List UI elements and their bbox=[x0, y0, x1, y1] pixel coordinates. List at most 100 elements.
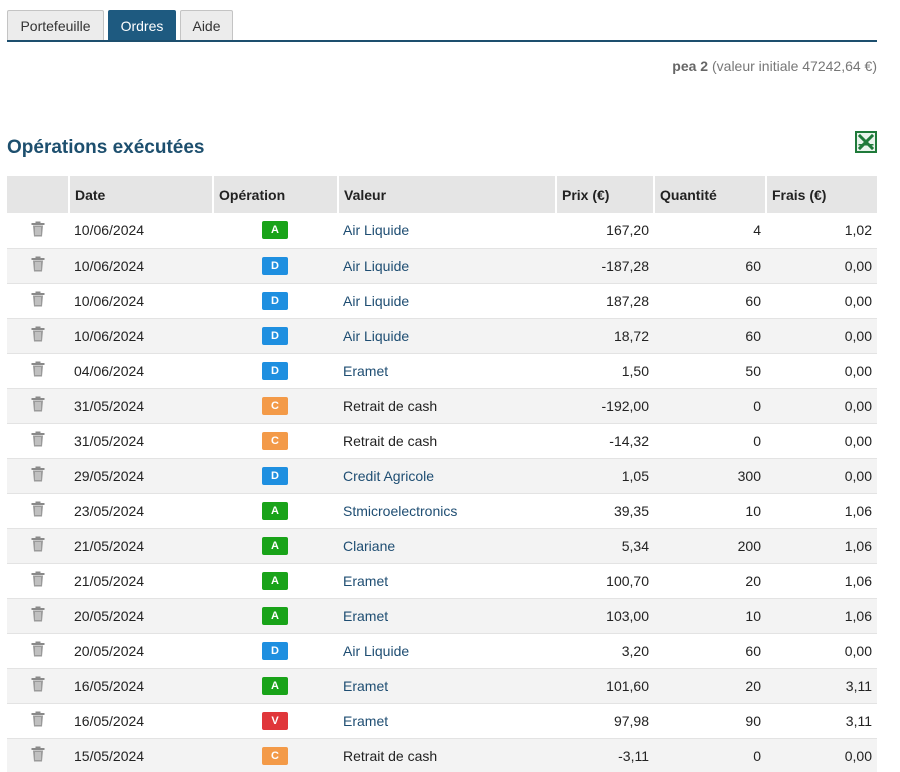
table-row: 29/05/2024 D Credit Agricole 1,05 300 0,00 bbox=[7, 458, 877, 494]
section-title: Opérations exécutées bbox=[7, 137, 205, 158]
table-row: 21/05/2024 A Clariane 5,34 200 1,06 bbox=[7, 528, 877, 564]
frais-cell: 0,00 bbox=[766, 738, 877, 772]
table-row: 20/05/2024 A Eramet 103,00 10 1,06 bbox=[7, 598, 877, 634]
trash-icon[interactable] bbox=[31, 256, 45, 272]
tab-ordres[interactable]: Ordres bbox=[108, 10, 176, 40]
operation-badge: A bbox=[262, 606, 288, 625]
tab-portefeuille[interactable]: Portefeuille bbox=[7, 10, 104, 40]
date-cell: 10/06/2024 bbox=[69, 318, 213, 354]
valeur-cell: Credit Agricole bbox=[338, 458, 556, 494]
frais-cell: 1,06 bbox=[766, 493, 877, 529]
quantite-cell: 0 bbox=[654, 738, 766, 772]
valeur-cell: Clariane bbox=[338, 528, 556, 564]
trash-icon[interactable] bbox=[31, 676, 45, 692]
operation-cell: D bbox=[213, 283, 338, 319]
header-frais[interactable]: Frais (€) bbox=[765, 176, 877, 213]
tab-aide[interactable]: Aide bbox=[180, 10, 233, 40]
operation-cell: C bbox=[213, 423, 338, 459]
header-operation[interactable]: Opération bbox=[212, 176, 338, 213]
date-cell: 23/05/2024 bbox=[69, 493, 213, 529]
valeur-link[interactable]: Eramet bbox=[343, 607, 389, 624]
portfolio-summary: pea 2 (valeur initiale 47242,64 €) bbox=[672, 58, 877, 74]
trash-icon[interactable] bbox=[31, 606, 45, 622]
date-cell: 20/05/2024 bbox=[69, 633, 213, 669]
valeur-link[interactable]: Stmicroelectronics bbox=[343, 502, 458, 519]
prix-cell: 100,70 bbox=[556, 563, 654, 599]
date-cell: 21/05/2024 bbox=[69, 563, 213, 599]
valeur-link[interactable]: Eramet bbox=[343, 677, 389, 694]
valeur-cell: Eramet bbox=[338, 353, 556, 389]
table-row: 10/06/2024 D Air Liquide 187,28 60 0,00 bbox=[7, 283, 877, 319]
valeur-link[interactable]: Credit Agricole bbox=[343, 467, 435, 484]
operation-cell: A bbox=[213, 563, 338, 599]
trash-icon[interactable] bbox=[31, 431, 45, 447]
trash-icon[interactable] bbox=[31, 711, 45, 727]
valeur-link[interactable]: Air Liquide bbox=[343, 642, 410, 659]
valeur-link[interactable]: Clariane bbox=[343, 537, 396, 554]
header-prix[interactable]: Prix (€) bbox=[555, 176, 654, 213]
header-valeur[interactable]: Valeur bbox=[337, 176, 556, 213]
header-date[interactable]: Date bbox=[68, 176, 213, 213]
operation-badge: D bbox=[262, 326, 288, 345]
frais-cell: 1,06 bbox=[766, 528, 877, 564]
table-header-row: Date Opération Valeur Prix (€) Quantité … bbox=[7, 176, 877, 213]
prix-cell: 5,34 bbox=[556, 528, 654, 564]
operation-cell: D bbox=[213, 318, 338, 354]
operation-cell: D bbox=[213, 633, 338, 669]
date-cell: 15/05/2024 bbox=[69, 738, 213, 772]
valeur-link[interactable]: Air Liquide bbox=[343, 327, 410, 344]
trash-icon[interactable] bbox=[31, 746, 45, 762]
table-row: 31/05/2024 C Retrait de cash -192,00 0 0,00 bbox=[7, 388, 877, 424]
valeur-text: Retrait de cash bbox=[343, 397, 438, 414]
date-cell: 16/05/2024 bbox=[69, 703, 213, 739]
trash-icon[interactable] bbox=[31, 396, 45, 412]
operation-cell: D bbox=[213, 458, 338, 494]
valeur-link[interactable]: Air Liquide bbox=[343, 222, 410, 239]
valeur-link[interactable]: Air Liquide bbox=[343, 257, 410, 274]
quantite-cell: 20 bbox=[654, 668, 766, 704]
trash-icon[interactable] bbox=[31, 536, 45, 552]
valeur-link[interactable]: Air Liquide bbox=[343, 292, 410, 309]
delete-cell bbox=[7, 738, 69, 772]
quantite-cell: 10 bbox=[654, 493, 766, 529]
trash-icon[interactable] bbox=[31, 221, 45, 237]
operation-badge: C bbox=[262, 431, 288, 450]
quantite-cell: 4 bbox=[654, 213, 766, 249]
trash-icon[interactable] bbox=[31, 361, 45, 377]
excel-icon[interactable] bbox=[855, 131, 877, 153]
date-cell: 21/05/2024 bbox=[69, 528, 213, 564]
trash-icon[interactable] bbox=[31, 326, 45, 342]
table-row: 10/06/2024 A Air Liquide 167,20 4 1,02 bbox=[7, 213, 877, 249]
prix-cell: -192,00 bbox=[556, 388, 654, 424]
valeur-link[interactable]: Eramet bbox=[343, 712, 389, 729]
delete-cell bbox=[7, 318, 69, 354]
quantite-cell: 20 bbox=[654, 563, 766, 599]
delete-cell bbox=[7, 213, 69, 249]
prix-cell: 101,60 bbox=[556, 668, 654, 704]
delete-cell bbox=[7, 633, 69, 669]
quantite-cell: 60 bbox=[654, 248, 766, 284]
header-delete bbox=[7, 176, 69, 213]
valeur-link[interactable]: Eramet bbox=[343, 572, 389, 589]
delete-cell bbox=[7, 353, 69, 389]
table-row: 04/06/2024 D Eramet 1,50 50 0,00 bbox=[7, 353, 877, 389]
prix-cell: 97,98 bbox=[556, 703, 654, 739]
delete-cell bbox=[7, 423, 69, 459]
header-quantite[interactable]: Quantité bbox=[653, 176, 766, 213]
portfolio-initial-value: (valeur initiale 47242,64 €) bbox=[712, 58, 877, 74]
valeur-link[interactable]: Eramet bbox=[343, 362, 389, 379]
frais-cell: 0,00 bbox=[766, 283, 877, 319]
trash-icon[interactable] bbox=[31, 571, 45, 587]
operation-cell: A bbox=[213, 528, 338, 564]
quantite-cell: 0 bbox=[654, 388, 766, 424]
operation-cell: C bbox=[213, 388, 338, 424]
valeur-cell: Retrait de cash bbox=[338, 388, 556, 424]
trash-icon[interactable] bbox=[31, 466, 45, 482]
table-row: 20/05/2024 D Air Liquide 3,20 60 0,00 bbox=[7, 633, 877, 669]
prix-cell: -3,11 bbox=[556, 738, 654, 772]
trash-icon[interactable] bbox=[31, 641, 45, 657]
trash-icon[interactable] bbox=[31, 501, 45, 517]
valeur-cell: Eramet bbox=[338, 563, 556, 599]
trash-icon[interactable] bbox=[31, 291, 45, 307]
prix-cell: 39,35 bbox=[556, 493, 654, 529]
